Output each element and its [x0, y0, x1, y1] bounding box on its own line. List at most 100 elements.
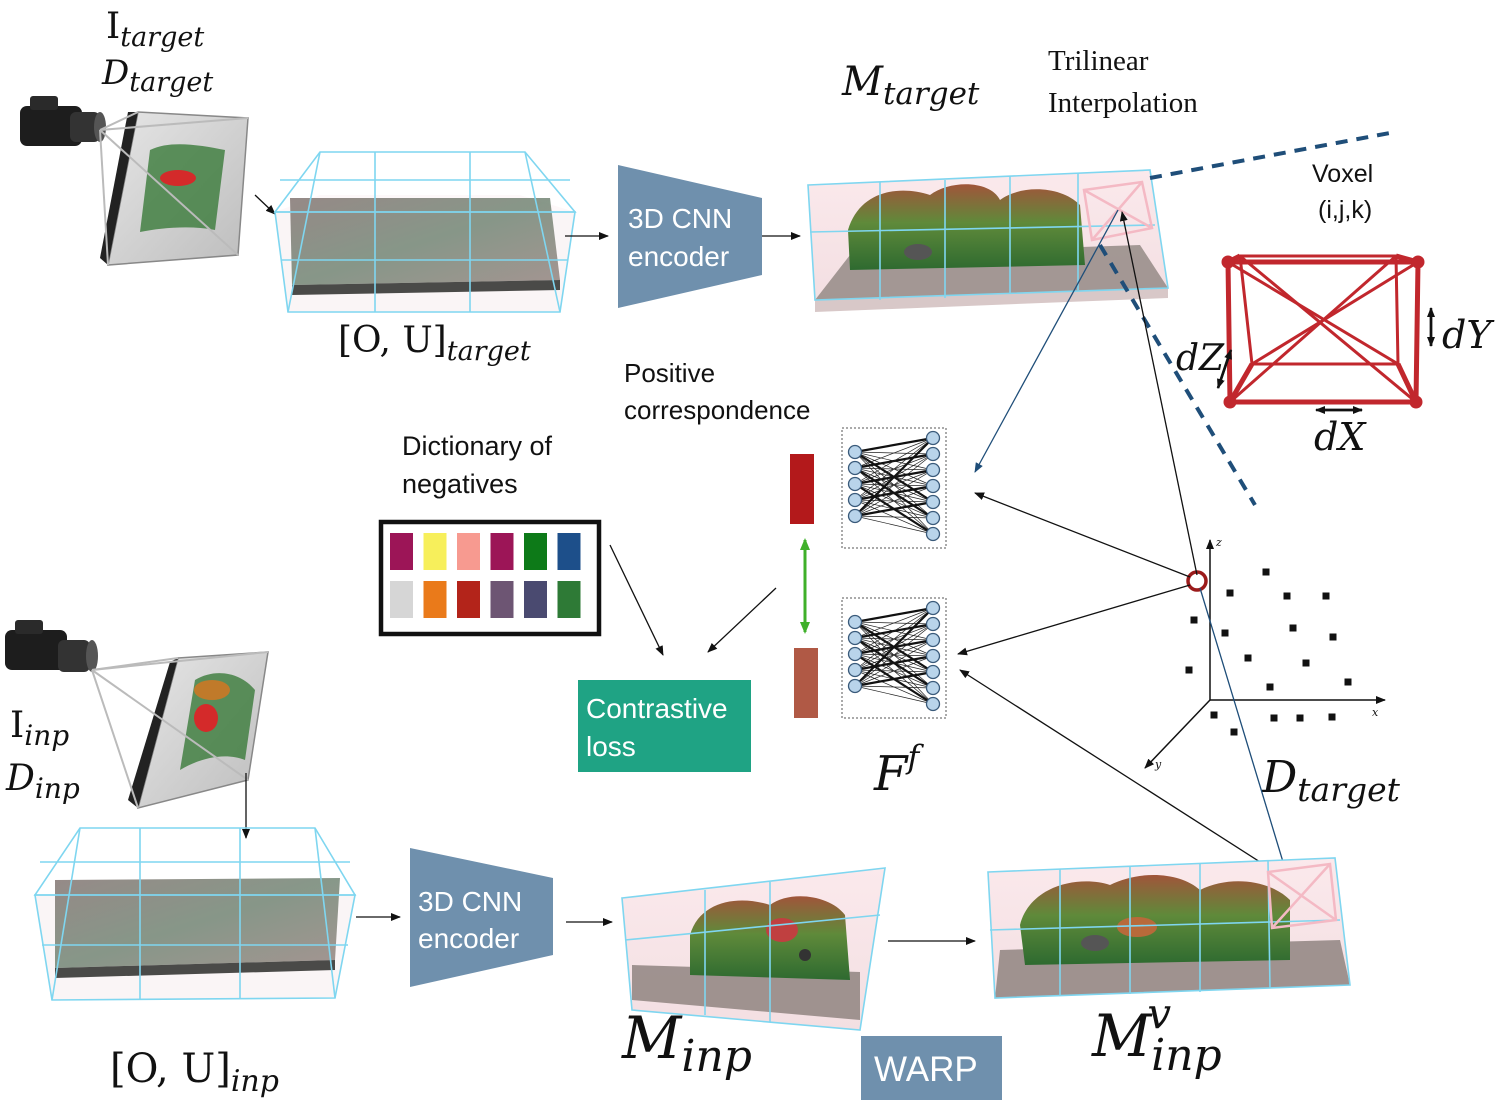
point-cloud-target: z x y [1144, 536, 1386, 771]
arrow-point-to-voxel-inp [1199, 587, 1292, 886]
zoom-line-lower [1098, 243, 1257, 507]
i-target-label: Itarget [106, 6, 204, 53]
dz-label: dZ [1176, 338, 1225, 379]
ou-target-label: [O, U]target [338, 320, 531, 367]
network-node [847, 646, 863, 662]
d-inp-label: Dinp [5, 758, 80, 805]
d-target-bottom-label: Dtarget [1261, 752, 1401, 809]
cloud-point [1289, 624, 1297, 632]
network-node [925, 494, 941, 510]
embedding-target [790, 454, 814, 524]
cloud-point [1210, 711, 1218, 719]
cloud-point [1262, 568, 1270, 576]
negative-swatch [390, 581, 413, 618]
arrow-point-to-net-top [974, 492, 1191, 578]
network-node [847, 476, 863, 492]
occupancy-grid-top [273, 151, 577, 313]
cloud-point [1302, 659, 1310, 667]
arrow-point-to-net-bottom [957, 584, 1191, 656]
cloud-point [1230, 728, 1238, 736]
network-node [925, 616, 941, 632]
network-node [925, 680, 941, 696]
dictionary-label-line1: Dictionary of [402, 431, 553, 461]
network-node [925, 648, 941, 664]
arrow-point-to-voxel-top [1119, 211, 1198, 576]
cloud-point [1283, 592, 1291, 600]
m-inp-v-label: Mv inp [1091, 989, 1222, 1081]
network-node [847, 630, 863, 646]
negative-swatch [524, 581, 547, 618]
negative-swatch [490, 533, 514, 570]
network-node [925, 664, 941, 680]
network-node [925, 600, 941, 616]
svg-text:encoder: encoder [418, 923, 519, 954]
dx-label: dX [1314, 415, 1367, 459]
svg-text:WARP: WARP [874, 1050, 978, 1089]
network-node [847, 678, 863, 694]
camera-icon-bottom [5, 620, 98, 672]
network-bottom [841, 597, 947, 719]
network-node [925, 632, 941, 648]
encoder-top: 3D CNN encoder [618, 165, 762, 308]
network-node [925, 526, 941, 542]
arrow-camera-to-grid-top [254, 194, 276, 215]
d-target-label: Dtarget [101, 53, 213, 98]
warp-box: WARP [861, 1036, 1002, 1100]
embedding-input [794, 648, 818, 718]
network-node [925, 446, 941, 462]
network-node [925, 478, 941, 494]
network-node [925, 510, 941, 526]
feature-volume-warped [987, 857, 1351, 999]
network-node [847, 460, 863, 476]
network-node [925, 696, 941, 712]
cloud-point [1296, 714, 1304, 722]
network-top [841, 427, 947, 549]
positive-label-line2: correspondence [624, 395, 810, 425]
arrow-negatives-to-loss [609, 544, 664, 656]
cloud-point [1270, 714, 1278, 722]
camera-icon-top [20, 96, 106, 146]
svg-text:3D CNN: 3D CNN [628, 203, 732, 234]
negative-swatch [457, 533, 480, 570]
negative-swatch [557, 581, 581, 618]
arrow-voxel-inp-to-net-bottom [959, 669, 1283, 877]
negative-swatch [557, 533, 581, 570]
dy-label: dY [1442, 313, 1495, 357]
network-node [847, 492, 863, 508]
encoder-bottom: 3D CNN encoder [410, 848, 553, 987]
svg-text:loss: loss [586, 731, 636, 762]
i-inp-label: Iinp [10, 705, 69, 752]
image-plane-bottom [91, 651, 269, 810]
network-node [847, 614, 863, 630]
dictionary-label-line2: negatives [402, 469, 518, 499]
cloud-point [1322, 592, 1330, 600]
feature-volume-target [807, 169, 1169, 312]
trilinear-label-line1: Trilinear [1048, 45, 1149, 77]
cloud-point [1244, 654, 1252, 662]
arrow-positive-to-loss [707, 587, 777, 653]
cloud-point [1329, 633, 1337, 641]
svg-text:Contrastive: Contrastive [586, 693, 728, 724]
voxel-cube [1221, 253, 1425, 409]
negative-swatch [390, 533, 413, 570]
contrastive-loss-box: Contrastive loss [578, 680, 751, 772]
svg-text:encoder: encoder [628, 241, 729, 272]
network-node [847, 508, 863, 524]
svg-text:3D CNN: 3D CNN [418, 886, 522, 917]
negative-swatch [457, 581, 480, 618]
occupancy-grid-bottom [33, 827, 357, 1001]
feature-volume-input [621, 867, 886, 1031]
m-target-label: Mtarget [841, 59, 980, 112]
voxel-label-line2: (i,j,k) [1318, 196, 1372, 224]
network-node [847, 444, 863, 460]
network-node [847, 662, 863, 678]
cloud-point [1344, 678, 1352, 686]
negative-swatch [524, 533, 547, 570]
cloud-point [1226, 589, 1234, 597]
network-node [925, 430, 941, 446]
cloud-point [1328, 713, 1336, 721]
cloud-point [1185, 666, 1193, 674]
network-node [925, 462, 941, 478]
cloud-point [1266, 683, 1274, 691]
